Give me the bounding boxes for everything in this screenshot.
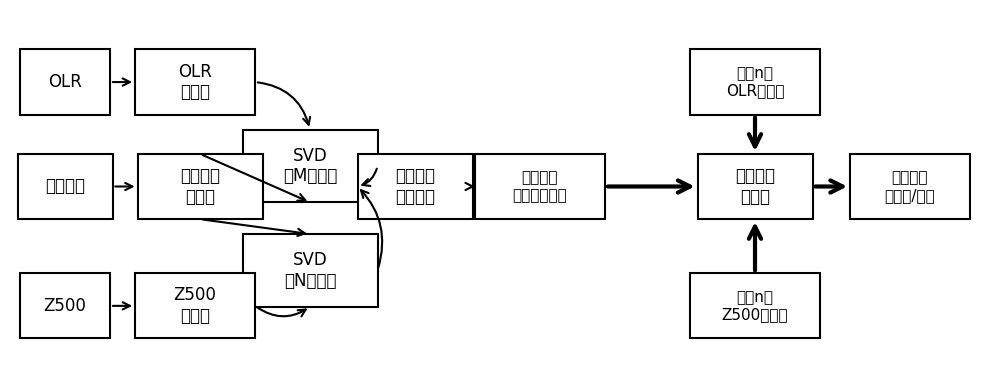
Text: 回报检验
确定最优模型: 回报检验 确定最优模型 xyxy=(513,170,567,203)
Text: 预测变量
旬倾向: 预测变量 旬倾向 xyxy=(180,167,220,206)
FancyBboxPatch shape xyxy=(690,273,820,339)
Text: Z500
旬倾向: Z500 旬倾向 xyxy=(174,286,216,325)
FancyBboxPatch shape xyxy=(20,273,110,339)
FancyBboxPatch shape xyxy=(475,154,605,219)
Text: 预测变量: 预测变量 xyxy=(45,178,85,195)
FancyBboxPatch shape xyxy=(135,50,255,115)
Text: OLR: OLR xyxy=(48,73,82,91)
Text: 预测变量
旬距平/总值: 预测变量 旬距平/总值 xyxy=(885,170,935,203)
FancyBboxPatch shape xyxy=(20,50,110,115)
Text: SVD
前N个模态: SVD 前N个模态 xyxy=(284,251,336,290)
Text: 提前n旬
OLR旬倾向: 提前n旬 OLR旬倾向 xyxy=(726,66,784,98)
FancyBboxPatch shape xyxy=(850,154,970,219)
FancyBboxPatch shape xyxy=(358,154,473,219)
Text: OLR
旬倾向: OLR 旬倾向 xyxy=(178,63,212,101)
Text: 多元线性
回归建模: 多元线性 回归建模 xyxy=(395,167,435,206)
FancyBboxPatch shape xyxy=(135,273,255,339)
FancyBboxPatch shape xyxy=(242,129,378,202)
FancyBboxPatch shape xyxy=(18,154,112,219)
FancyBboxPatch shape xyxy=(138,154,262,219)
Text: SVD
前M个模态: SVD 前M个模态 xyxy=(283,147,337,185)
Text: Z500: Z500 xyxy=(44,297,86,315)
FancyBboxPatch shape xyxy=(698,154,812,219)
FancyBboxPatch shape xyxy=(242,234,378,307)
Text: 预测变量
旬倾向: 预测变量 旬倾向 xyxy=(735,167,775,206)
Text: 提前n旬
Z500旬倾向: 提前n旬 Z500旬倾向 xyxy=(722,290,788,322)
FancyBboxPatch shape xyxy=(690,50,820,115)
